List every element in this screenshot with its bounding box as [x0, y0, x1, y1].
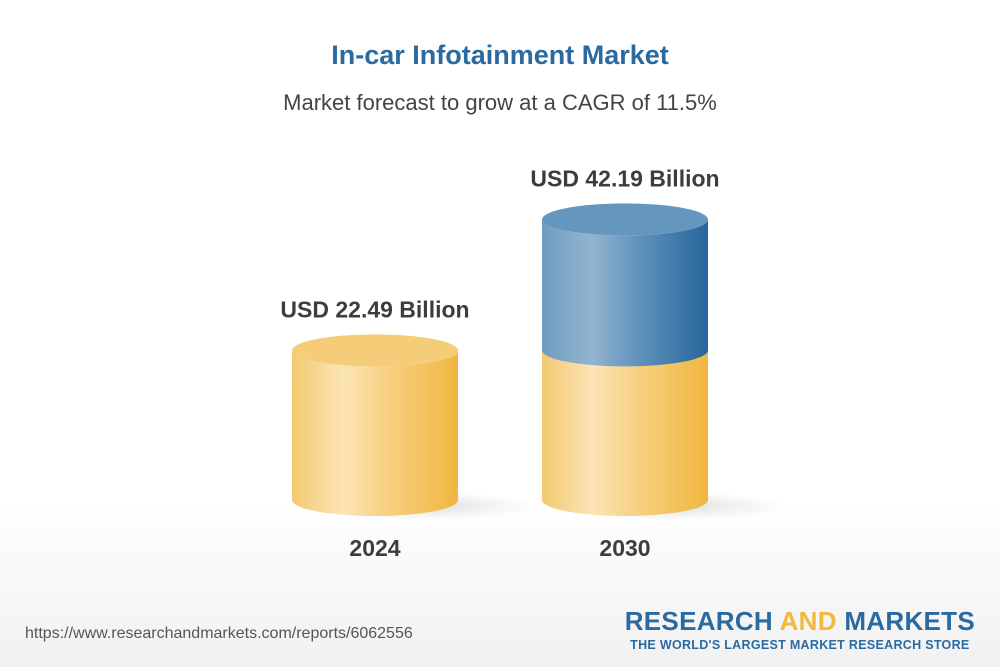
bar-2024 [292, 350, 458, 516]
category-label: 2030 [599, 535, 650, 561]
logo-tagline: THE WORLD'S LARGEST MARKET RESEARCH STOR… [630, 638, 970, 652]
data-label: USD 42.19 Billion [530, 165, 719, 191]
report-url[interactable]: https://www.researchandmarkets.com/repor… [25, 625, 413, 642]
bar-2030-base [542, 350, 708, 516]
bar-2030-growth [542, 219, 708, 367]
bar-top [292, 334, 458, 367]
bar-top [542, 203, 708, 236]
logo-text-and: AND [779, 606, 837, 636]
logo-text: MARKETS [836, 606, 975, 636]
chart-subtitle: Market forecast to grow at a CAGR of 11.… [283, 90, 717, 115]
chart-title: In-car Infotainment Market [331, 40, 669, 70]
data-label: USD 22.49 Billion [280, 296, 469, 322]
logo-text: RESEARCH [624, 606, 780, 636]
research-and-markets-logo: RESEARCH AND MARKETS THE WORLD'S LARGEST… [625, 606, 975, 652]
cylinder-chart: USD 22.49 Billion 2024 USD 42.19 Billion 20… [280, 165, 785, 561]
category-label: 2024 [349, 535, 400, 561]
